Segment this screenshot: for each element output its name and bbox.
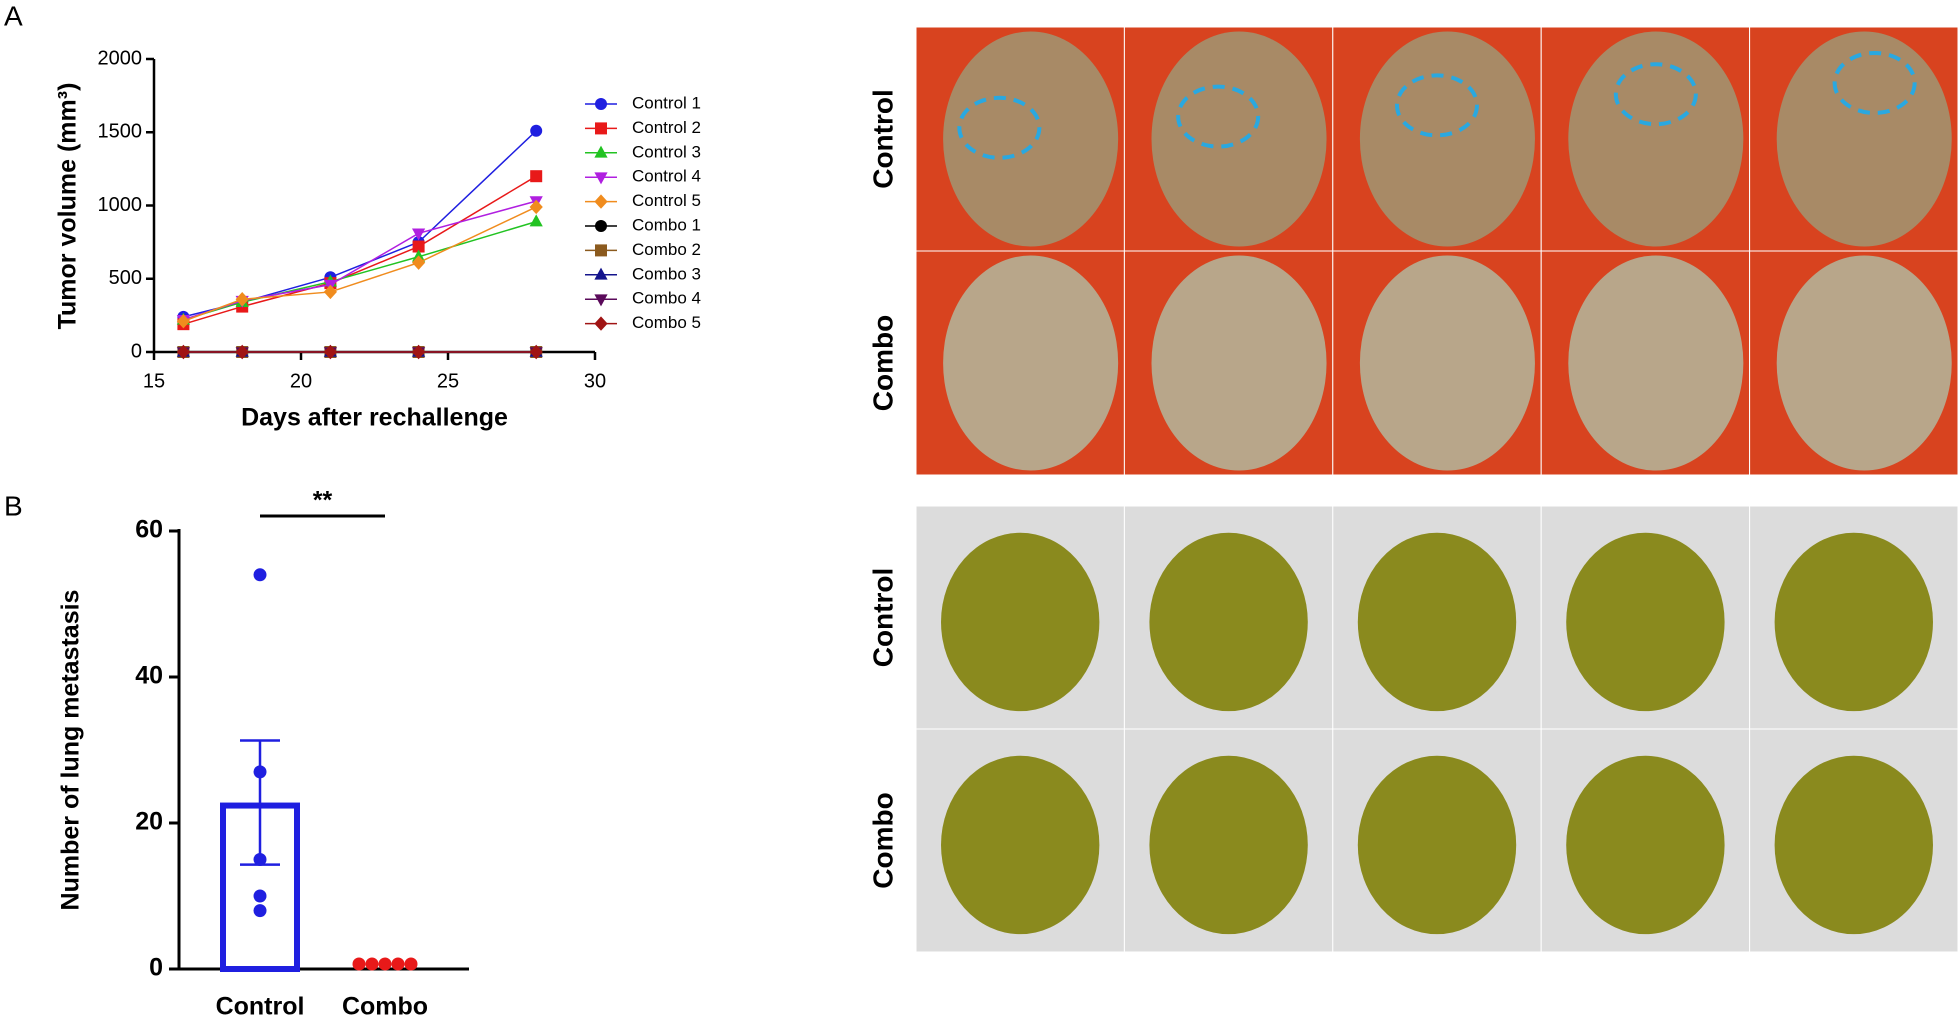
- legend-label: Combo 3: [632, 264, 701, 283]
- y-tick-label: 1500: [98, 121, 143, 143]
- legend-label: Control 5: [632, 191, 701, 210]
- photo-mouse: [1568, 31, 1744, 247]
- legend-marker: [594, 294, 608, 307]
- legend-marker: [594, 172, 608, 185]
- y-tick-label: 60: [135, 516, 163, 544]
- photo-mouse: [1359, 255, 1535, 471]
- y-tick-label: 500: [109, 267, 142, 289]
- marker: [235, 344, 249, 360]
- marker: [529, 199, 543, 215]
- photo-lung: [1566, 532, 1725, 712]
- row-label: Combo: [867, 792, 898, 888]
- photo-panels: [915, 26, 1959, 953]
- tumor-outline: [1176, 84, 1261, 149]
- legend-label: Control 4: [632, 167, 701, 186]
- legend-label: Combo 4: [632, 289, 701, 308]
- marker: [529, 214, 543, 227]
- legend-marker: [594, 145, 608, 158]
- photo-lung: [1566, 755, 1725, 935]
- x-axis-title: Days after rechallenge: [241, 404, 508, 432]
- legend-marker: [595, 220, 607, 232]
- tumor-outline: [1613, 62, 1698, 127]
- row-label: Combo: [867, 315, 898, 411]
- photo-mouse: [1776, 255, 1952, 471]
- photo-lung: [941, 532, 1100, 712]
- row-label: Control: [867, 568, 898, 668]
- data-point: [378, 957, 392, 971]
- error-bar: [240, 739, 280, 866]
- legend-marker: [594, 194, 608, 209]
- photo-lung: [941, 755, 1100, 935]
- x-tick-label: Control: [216, 993, 305, 1020]
- data-point: [253, 904, 267, 918]
- tumor-outline: [1395, 73, 1479, 138]
- y-axis-title: Tumor volume (mm³): [54, 83, 82, 330]
- legend-label: Combo 2: [632, 240, 701, 259]
- photo-lung: [1357, 755, 1517, 935]
- data-point: [253, 568, 267, 582]
- tumor-outline: [1832, 51, 1917, 115]
- y-tick-label: 2000: [98, 47, 143, 69]
- row-label: Control: [867, 89, 898, 189]
- photo-mouse: [1151, 31, 1327, 247]
- legend-marker: [595, 122, 607, 135]
- marker: [530, 170, 543, 183]
- data-point: [391, 957, 405, 971]
- data-point: [253, 889, 267, 903]
- marker: [529, 344, 543, 360]
- photo-mouse: [1776, 31, 1952, 247]
- y-tick-label: 0: [149, 954, 163, 982]
- photo-lung: [1149, 532, 1308, 712]
- y-tick-label: 1000: [98, 194, 143, 216]
- photo-mouse: [1359, 31, 1535, 247]
- y-tick-label: 0: [131, 340, 142, 362]
- marker: [412, 344, 426, 360]
- photo-mouse: [943, 31, 1119, 247]
- marker: [176, 314, 190, 329]
- photo-lung: [1357, 532, 1517, 712]
- marker: [412, 228, 426, 241]
- panel-label: B: [4, 490, 23, 521]
- legend-marker: [595, 98, 607, 110]
- x-tick-label: Combo: [342, 993, 428, 1020]
- x-tick-label: 20: [290, 370, 312, 392]
- x-tick-label: 15: [143, 370, 165, 392]
- marker: [176, 344, 190, 360]
- y-axis-title: Number of lung metastasis: [57, 590, 85, 911]
- photo-mouse: [943, 255, 1119, 471]
- photo-mouse: [1151, 255, 1327, 471]
- legend-label: Control 3: [632, 142, 701, 161]
- marker: [530, 124, 543, 137]
- legend-label: Combo 5: [632, 313, 701, 332]
- panel-label: A: [4, 0, 23, 31]
- data-point: [253, 853, 267, 866]
- legend-label: Combo 1: [632, 215, 701, 234]
- data-point: [365, 957, 379, 971]
- data-point: [352, 957, 366, 971]
- y-tick-label: 40: [135, 662, 163, 690]
- x-tick-label: 30: [584, 370, 606, 392]
- photo-lung: [1774, 532, 1933, 712]
- y-tick-label: 20: [135, 808, 163, 836]
- marker: [323, 284, 337, 300]
- marker: [323, 344, 337, 360]
- marker: [412, 255, 426, 270]
- data-point: [253, 765, 267, 779]
- legend-marker: [595, 244, 607, 257]
- x-tick-label: 25: [437, 370, 459, 392]
- marker: [412, 240, 425, 253]
- photo-lung: [1149, 755, 1308, 935]
- legend-label: Control 1: [632, 93, 701, 112]
- legend-marker: [594, 267, 608, 280]
- legend-marker: [594, 316, 608, 331]
- significance-label: **: [313, 487, 333, 515]
- marker: [235, 292, 249, 307]
- data-point: [404, 957, 418, 971]
- legend-label: Control 2: [632, 118, 701, 137]
- photo-mouse: [1568, 255, 1744, 471]
- photo-lung: [1774, 755, 1933, 935]
- series-line: [183, 130, 537, 318]
- tumor-outline: [957, 95, 1042, 160]
